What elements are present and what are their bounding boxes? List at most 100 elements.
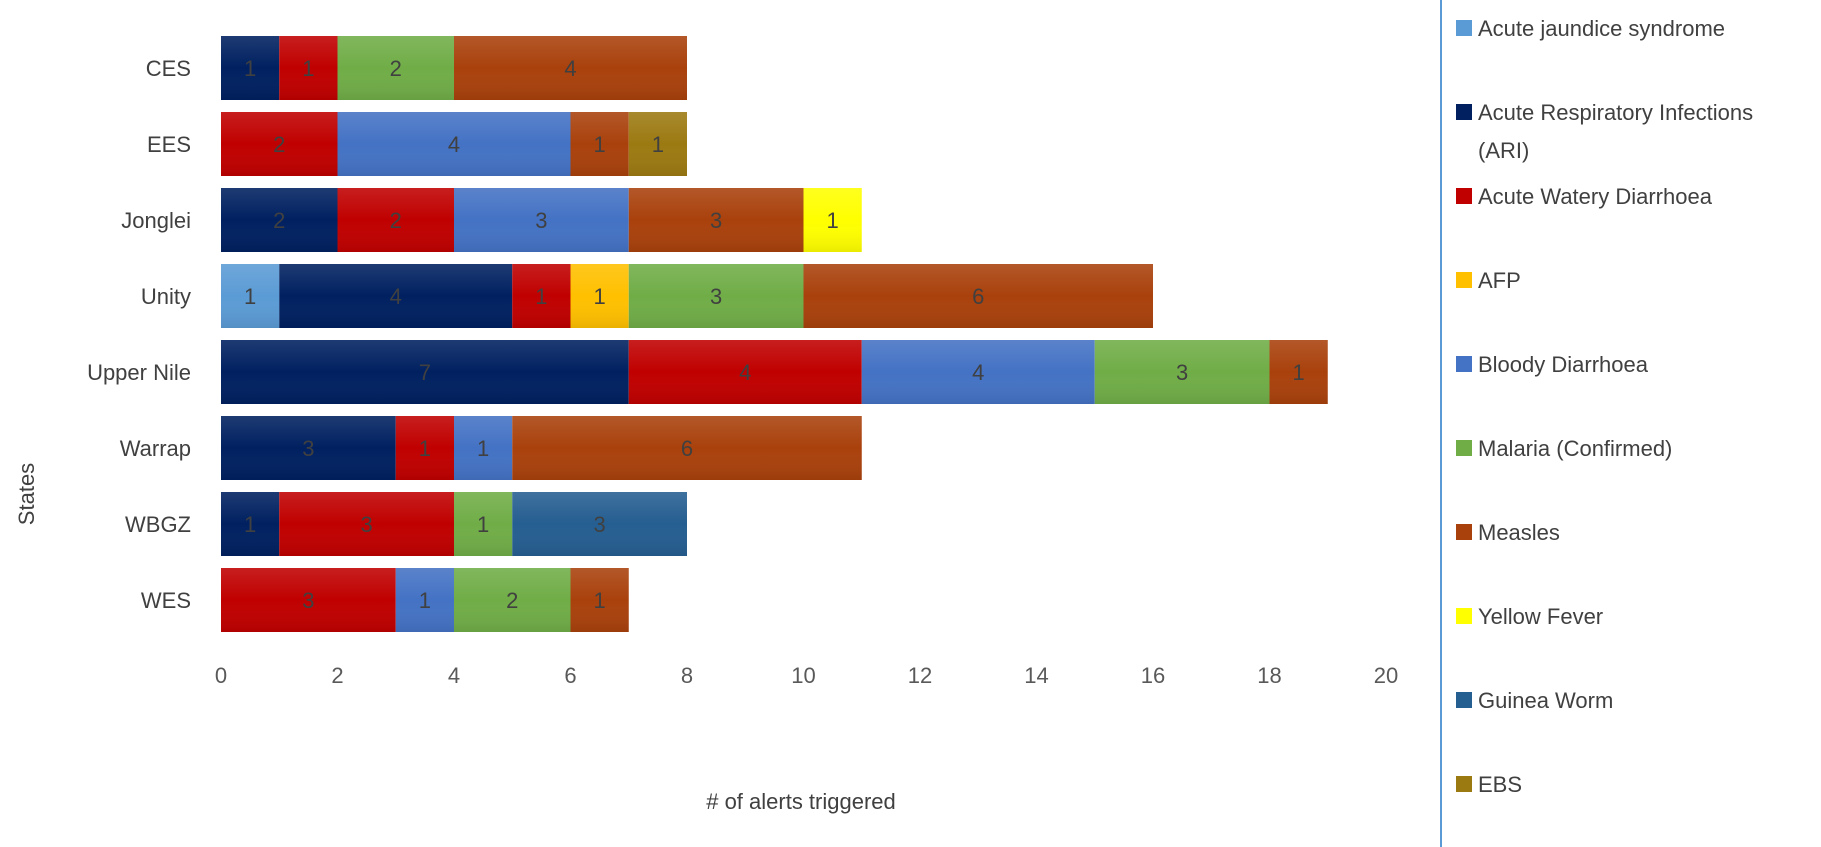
bar-segment-shading	[337, 188, 454, 252]
bar-segment-shading	[221, 264, 280, 328]
data-label-jonglei-acute-watery-diarrhoea: 2	[390, 208, 402, 233]
bars-group	[221, 36, 1328, 632]
bar-segment-shading	[221, 112, 338, 176]
bar-segment-shading	[454, 36, 687, 100]
data-label-ees-acute-watery-diarrhoea: 2	[273, 132, 285, 157]
data-label-ces-malaria-confirmed: 2	[390, 56, 402, 81]
category-label-ees: EES	[147, 132, 191, 157]
data-label-jonglei-measles: 3	[710, 208, 722, 233]
category-label-wbgz: WBGZ	[125, 512, 191, 537]
bar-segment-shading	[570, 112, 629, 176]
data-label-upper-nile-malaria-confirmed: 3	[1176, 360, 1188, 385]
bar-segment-shading	[337, 36, 454, 100]
legend-label: (ARI)	[1478, 138, 1529, 163]
x-tick-label: 14	[1024, 663, 1048, 688]
data-label-ees-measles: 1	[594, 132, 606, 157]
data-label-wbgz-guinea-worm: 3	[594, 512, 606, 537]
x-tick-label: 20	[1374, 663, 1398, 688]
legend-label: Guinea Worm	[1478, 688, 1613, 713]
bar-segment-shading	[1269, 340, 1328, 404]
bar-segment-shading	[221, 568, 396, 632]
bar-segment-shading	[512, 264, 571, 328]
x-tick-label: 0	[215, 663, 227, 688]
data-label-ces-acute-respiratory-infections-ari: 1	[244, 56, 256, 81]
category-label-jonglei: Jonglei	[121, 208, 191, 233]
x-tick-label: 18	[1257, 663, 1281, 688]
legend-swatch	[1456, 692, 1472, 708]
x-tick-label: 6	[564, 663, 576, 688]
x-tick-label: 4	[448, 663, 460, 688]
data-label-wes-measles: 1	[594, 588, 606, 613]
data-label-upper-nile-bloody-diarrhoea: 4	[972, 360, 984, 385]
data-label-jonglei-yellow-fever: 1	[827, 208, 839, 233]
bar-segment-shading	[570, 568, 629, 632]
legend-swatch	[1456, 356, 1472, 372]
bar-segment-shading	[337, 112, 571, 176]
data-label-upper-nile-acute-watery-diarrhoea: 4	[739, 360, 751, 385]
data-label-wes-acute-watery-diarrhoea: 3	[302, 588, 314, 613]
data-label-wbgz-acute-watery-diarrhoea: 3	[361, 512, 373, 537]
x-tick-label: 16	[1141, 663, 1165, 688]
bar-segment-shading	[221, 492, 280, 556]
category-labels-group: CES EES Jonglei Unity Upper Nile Warrap WBGZ WE…	[87, 56, 191, 613]
legend-item-ari: Acute Respiratory Infections (ARI)	[1456, 100, 1753, 163]
legend-item-acute-jaundice-syndrome: Acute jaundice syndrome	[1456, 16, 1725, 41]
data-label-warrap-measles: 6	[681, 436, 693, 461]
data-label-warrap-bloody-diarrhoea: 1	[477, 436, 489, 461]
legend-label: Bloody Diarrhoea	[1478, 352, 1649, 377]
data-label-ees-ebs: 1	[652, 132, 664, 157]
data-label-wbgz-malaria-confirmed: 1	[477, 512, 489, 537]
bar-segment-shading	[803, 188, 862, 252]
bar-segment-shading	[628, 340, 862, 404]
bar-segment-shading	[512, 492, 687, 556]
y-axis-title: States	[14, 463, 39, 525]
data-label-warrap-acute-respiratory-infections-ari: 3	[302, 436, 314, 461]
legend-item-afp: AFP	[1456, 268, 1521, 293]
legend-label: EBS	[1478, 772, 1522, 797]
legend-item-guinea-worm: Guinea Worm	[1456, 688, 1613, 713]
legend-swatch	[1456, 608, 1472, 624]
data-label-unity-acute-respiratory-infections-ari: 4	[390, 284, 402, 309]
bar-segment-shading	[221, 188, 338, 252]
legend-item-measles: Measles	[1456, 520, 1560, 545]
bar-segment-shading	[628, 188, 804, 252]
bar-segment-shading	[1094, 340, 1270, 404]
category-label-upper-nile: Upper Nile	[87, 360, 191, 385]
category-label-wes: WES	[141, 588, 191, 613]
x-tick-label: 10	[791, 663, 815, 688]
bar-segment-shading	[221, 416, 396, 480]
x-tick-label: 8	[681, 663, 693, 688]
legend-label: Measles	[1478, 520, 1560, 545]
data-label-ces-measles: 4	[564, 56, 576, 81]
bar-segment-shading	[628, 264, 804, 328]
data-label-jonglei-bloody-diarrhoea: 3	[535, 208, 547, 233]
bar-segment-shading	[454, 492, 513, 556]
legend-label: Acute jaundice syndrome	[1478, 16, 1725, 41]
bar-segment-shading	[803, 264, 1153, 328]
bar-segment-shading	[395, 568, 454, 632]
legend-label: Acute Respiratory Infections	[1478, 100, 1753, 125]
x-tick-labels-group: 0 2 4 6 8 10 12 14 16 18 20	[215, 663, 1398, 688]
legend-label: Acute Watery Diarrhoea	[1478, 184, 1713, 209]
data-label-upper-nile-acute-respiratory-infections-ari: 7	[419, 360, 431, 385]
legend-swatch	[1456, 440, 1472, 456]
data-label-wes-bloody-diarrhoea: 1	[419, 588, 431, 613]
legend-label: Malaria (Confirmed)	[1478, 436, 1672, 461]
bar-segment-shading	[221, 340, 629, 404]
bar-segment-shading	[454, 188, 629, 252]
data-label-warrap-acute-watery-diarrhoea: 1	[419, 436, 431, 461]
bar-segment-shading	[512, 416, 862, 480]
data-label-upper-nile-measles: 1	[1293, 360, 1305, 385]
bar-segment-shading	[861, 340, 1095, 404]
legend-swatch	[1456, 776, 1472, 792]
bar-segment-shading	[628, 112, 687, 176]
legend-item-bloody-diarrhoea: Bloody Diarrhoea	[1456, 352, 1649, 377]
legend-item-ebs: EBS	[1456, 772, 1522, 797]
category-label-unity: Unity	[141, 284, 191, 309]
data-label-ees-bloody-diarrhoea: 4	[448, 132, 460, 157]
data-label-unity-afp: 1	[594, 284, 606, 309]
bar-segment-shading	[279, 36, 338, 100]
legend-swatch	[1456, 104, 1472, 120]
legend-label: Yellow Fever	[1478, 604, 1603, 629]
bar-segment-shading	[454, 568, 571, 632]
